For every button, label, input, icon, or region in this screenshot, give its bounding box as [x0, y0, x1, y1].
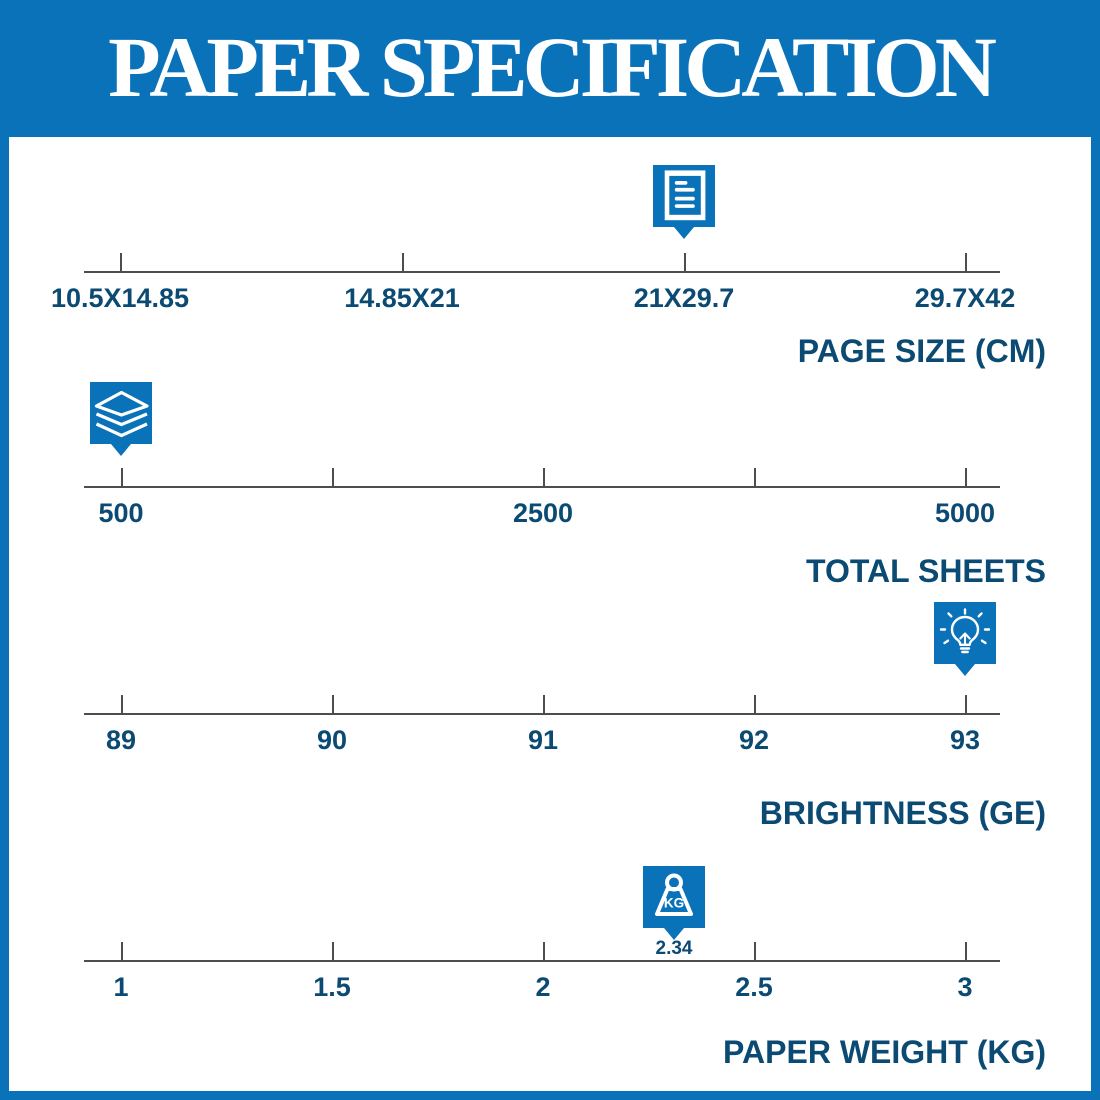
svg-text:KG: KG — [664, 895, 684, 910]
